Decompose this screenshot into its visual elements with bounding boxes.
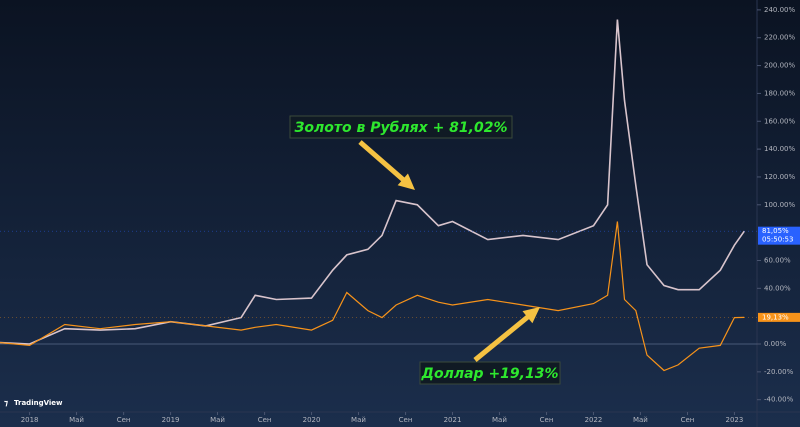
series-line: [0, 221, 745, 372]
y-tick-label: 160.00%: [764, 117, 795, 125]
annotation: Доллар +19,13%: [421, 366, 559, 382]
annotation-arrowhead: [397, 173, 415, 190]
y-tick-label: 220.00%: [764, 34, 795, 42]
logo-icon: ⁊: [4, 399, 8, 408]
price-label: 19,13%: [762, 313, 789, 321]
y-tick-label: 140.00%: [764, 145, 795, 153]
annotation-arrow: [358, 140, 406, 183]
annotation: Золото в Рублях + 81,02%: [294, 120, 507, 136]
x-tick-label: Сен: [399, 416, 413, 424]
x-tick-label: Май: [492, 416, 507, 424]
price-time: 05:50:53: [762, 236, 793, 244]
price-label-box: [758, 226, 800, 245]
x-tick-label: Сен: [540, 416, 554, 424]
y-tick-label: 240.00%: [764, 6, 795, 14]
x-tick-label: 2021: [444, 416, 462, 424]
x-tick-label: Сен: [117, 416, 131, 424]
x-tick-label: Сен: [258, 416, 272, 424]
y-tick-label: 180.00%: [764, 89, 795, 97]
x-tick-label: Май: [210, 416, 225, 424]
y-tick-label: -20.00%: [764, 368, 794, 376]
y-tick-label: 100.00%: [764, 201, 795, 209]
x-tick-label: Май: [633, 416, 648, 424]
x-tick-label: Сен: [681, 416, 695, 424]
annotation-arrowhead: [522, 307, 540, 324]
annotation-box: [289, 115, 513, 139]
annotation-box: [419, 361, 561, 385]
annotation-arrow: [473, 314, 531, 362]
x-tick-label: Май: [69, 416, 84, 424]
x-tick-label: 2018: [21, 416, 39, 424]
y-tick-label: 0.00%: [764, 340, 787, 348]
y-tick-label: 200.00%: [764, 62, 795, 70]
y-tick-label: 120.00%: [764, 173, 795, 181]
price-label-box: [758, 312, 800, 322]
y-tick-label: 60.00%: [764, 256, 791, 264]
x-tick-label: 2022: [585, 416, 603, 424]
x-tick-label: 2019: [162, 416, 180, 424]
y-tick-label: 40.00%: [764, 284, 791, 292]
x-tick-label: Май: [351, 416, 366, 424]
x-tick-label: 2020: [303, 416, 321, 424]
price-label: 81,05%: [762, 227, 789, 235]
x-tick-label: 2023: [726, 416, 744, 424]
y-tick-label: -40.00%: [764, 396, 794, 404]
logo: TradingView: [14, 399, 63, 407]
